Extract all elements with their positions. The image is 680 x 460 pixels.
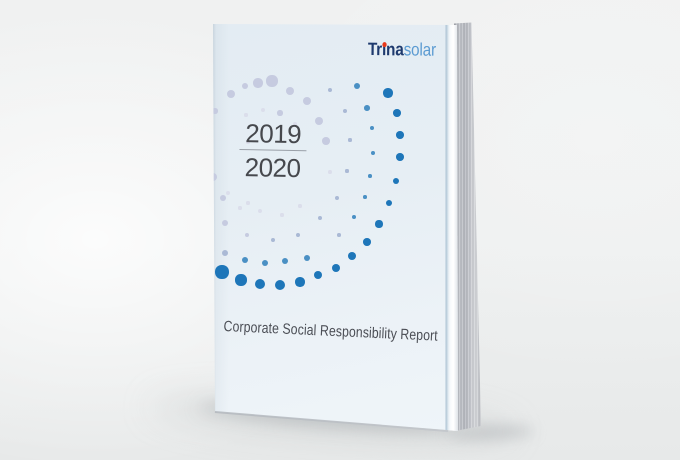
- pattern-dot: [298, 204, 302, 208]
- pattern-dot: [277, 110, 283, 116]
- pattern-dot: [370, 150, 376, 156]
- pattern-dot: [260, 107, 266, 113]
- pattern-dot: [242, 257, 248, 263]
- pattern-dot: [347, 251, 357, 261]
- pattern-dot: [345, 169, 349, 173]
- pattern-dot: [303, 97, 311, 105]
- pattern-dot: [392, 177, 400, 185]
- pattern-dot: [238, 206, 242, 210]
- pattern-dot: [363, 238, 371, 246]
- pattern-dot: [221, 219, 229, 227]
- trinasolar-logo: Trınasolar: [368, 39, 437, 61]
- pattern-dot: [331, 263, 341, 273]
- year-top: 2019: [245, 118, 302, 150]
- pattern-dot: [317, 215, 323, 221]
- pattern-dot: [327, 87, 333, 93]
- pattern-dot: [254, 278, 266, 290]
- pattern-dot: [215, 265, 229, 279]
- pattern-dot: [270, 237, 276, 243]
- pattern-dot: [314, 116, 324, 126]
- pattern-dot: [364, 105, 370, 111]
- pattern-dot: [246, 201, 250, 205]
- cover-fore-edge-highlight: [445, 24, 458, 431]
- pattern-dot: [396, 153, 404, 161]
- pattern-dot: [375, 220, 383, 228]
- front-cover: Trınasolar 2019 2020 Corporate Social Re…: [213, 24, 458, 431]
- pattern-dot: [253, 78, 263, 88]
- pattern-dot: [363, 195, 367, 199]
- pattern-dot: [266, 75, 278, 87]
- pattern-dot: [383, 88, 393, 98]
- pattern-dot: [244, 232, 250, 238]
- report-years: 2019 2020: [239, 118, 307, 184]
- pattern-dot: [348, 138, 352, 142]
- pattern-dot: [396, 131, 404, 139]
- pattern-dot: [295, 232, 301, 238]
- pattern-dot: [295, 277, 305, 287]
- logo-suffix-text: solar: [403, 39, 437, 60]
- pattern-dot: [275, 280, 285, 290]
- pattern-dot: [304, 255, 310, 261]
- pattern-dot: [285, 86, 295, 96]
- pattern-dot: [368, 174, 372, 178]
- logo-red-i-dot-icon: [382, 42, 387, 47]
- pattern-dot: [213, 173, 217, 181]
- pattern-dot: [244, 113, 248, 117]
- pattern-dot: [282, 258, 288, 264]
- pattern-dot: [393, 109, 401, 117]
- pattern-dot: [354, 83, 360, 89]
- pattern-dot: [258, 209, 262, 213]
- years-divider-line: [239, 148, 307, 152]
- pattern-dot: [220, 195, 226, 201]
- pattern-dot: [292, 121, 298, 127]
- pattern-dot: [342, 108, 348, 114]
- pattern-dot: [337, 233, 341, 237]
- dot-pattern-layer: [213, 24, 458, 431]
- pattern-dot: [226, 191, 230, 195]
- pattern-dot: [280, 213, 284, 217]
- pattern-dot: [313, 270, 323, 280]
- pattern-dot: [385, 199, 393, 207]
- pattern-dot: [235, 274, 247, 286]
- pattern-dot: [213, 133, 214, 139]
- pattern-dot: [241, 82, 249, 90]
- pattern-dot: [369, 125, 375, 131]
- pattern-dot: [335, 196, 339, 200]
- pattern-dot: [246, 140, 250, 144]
- pattern-dot: [262, 260, 268, 266]
- pattern-dot: [351, 214, 357, 220]
- pattern-dot: [227, 90, 235, 98]
- year-bottom: 2020: [244, 152, 301, 184]
- pattern-dot: [213, 108, 218, 114]
- pattern-dot: [328, 170, 332, 174]
- pattern-dot: [322, 137, 330, 145]
- pattern-dot: [222, 250, 228, 256]
